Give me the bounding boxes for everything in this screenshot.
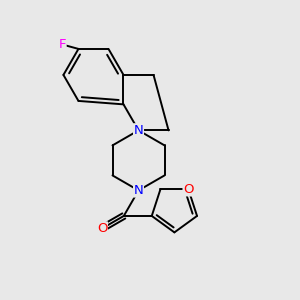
Text: F: F (58, 38, 66, 51)
Text: O: O (97, 222, 107, 235)
Text: N: N (134, 124, 143, 137)
Text: N: N (134, 184, 143, 197)
Text: O: O (183, 183, 194, 196)
